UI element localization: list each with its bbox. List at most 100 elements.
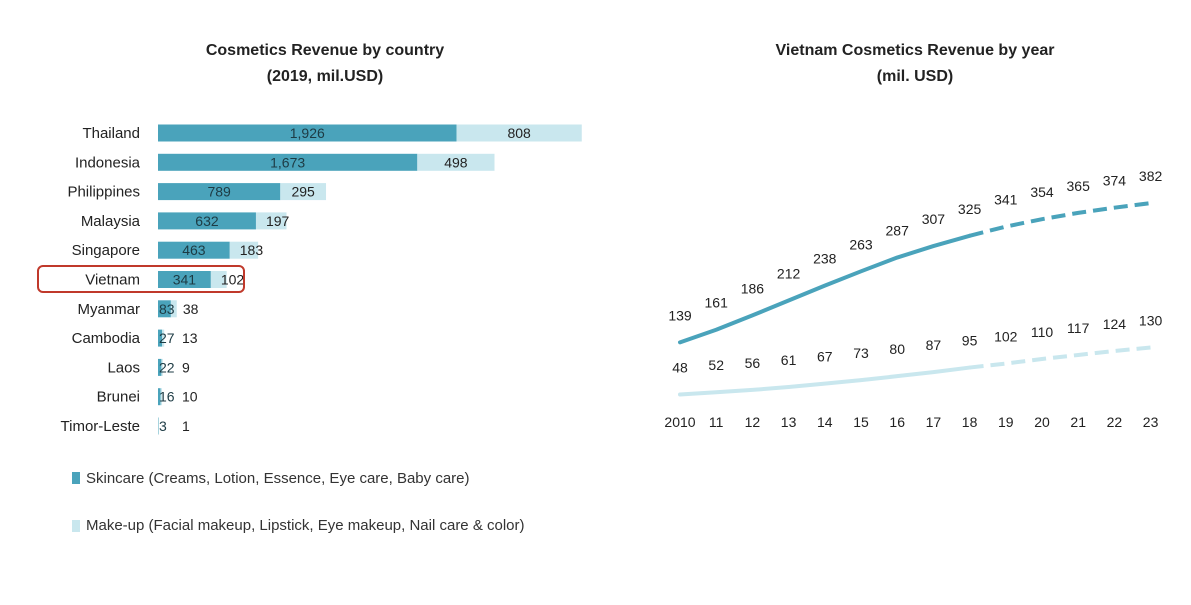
left-chart-title-line1: Cosmetics Revenue by country: [205, 42, 445, 59]
bar-makeup-brunei: [160, 388, 163, 406]
x-tick-16: 16: [889, 414, 905, 430]
bar-skincare-brunei: [158, 388, 161, 406]
bar-skincare-indonesia: [158, 153, 418, 171]
bar-makeup-singapore: [229, 241, 259, 259]
bar-makeup-laos: [161, 358, 163, 376]
value-skincare-vietnam: 341: [173, 272, 197, 288]
legend-skincare: Skincare (Creams, Lotion, Essence, Eye c…: [72, 468, 470, 490]
data-label-skincare-2010: 139: [668, 307, 692, 323]
line-makeup-actual: [678, 365, 972, 397]
left-chart-title: Cosmetics Revenue by country (2019, mil.…: [140, 38, 510, 90]
country-label-indonesia: Indonesia: [75, 154, 141, 171]
bar-skincare-philippines: [158, 183, 281, 201]
value-skincare-philippines: 789: [207, 184, 231, 200]
left-chart-title-line2: (2019, mil.USD): [266, 68, 384, 85]
data-label-skincare-11: 161: [705, 295, 729, 311]
value-makeup-myanmar: 38: [183, 301, 199, 317]
vietnam-highlight-box: [37, 265, 245, 293]
x-tick-19: 19: [998, 414, 1014, 430]
data-label-makeup-23: 130: [1139, 313, 1163, 329]
x-tick-17: 17: [926, 414, 942, 430]
data-label-makeup-12: 56: [745, 355, 761, 371]
x-tick-14: 14: [817, 414, 833, 430]
value-makeup-malaysia: 197: [266, 213, 290, 229]
bar-skincare-vietnam: [158, 271, 211, 288]
data-label-skincare-13: 212: [777, 266, 801, 282]
value-makeup-philippines: 295: [291, 184, 315, 200]
value-skincare-myanmar: 83: [159, 301, 175, 317]
country-label-thailand: Thailand: [82, 125, 140, 142]
country-label-philippines: Philippines: [67, 184, 140, 201]
x-tick-13: 13: [781, 414, 797, 430]
data-label-makeup-16: 80: [889, 341, 905, 357]
value-makeup-laos: 9: [182, 359, 190, 375]
value-skincare-indonesia: 1,673: [270, 154, 305, 170]
value-makeup-thailand: 808: [507, 125, 531, 141]
data-label-makeup-18: 95: [962, 333, 978, 349]
value-skincare-cambodia: 27: [159, 330, 175, 346]
bar-makeup-myanmar: [170, 300, 177, 318]
data-label-makeup-21: 117: [1067, 320, 1090, 336]
data-label-skincare-12: 186: [741, 280, 765, 296]
country-label-myanmar: Myanmar: [77, 301, 140, 318]
right-chart-title-line1: Vietnam Cosmetics Revenue by year: [775, 42, 1055, 59]
bar-skincare-thailand: [158, 124, 457, 142]
value-makeup-timor-leste: 1: [182, 418, 190, 434]
data-label-makeup-13: 61: [781, 352, 797, 368]
data-label-makeup-20: 110: [1031, 324, 1054, 340]
value-skincare-singapore: 463: [182, 242, 206, 258]
country-label-malaysia: Malaysia: [81, 213, 141, 230]
bar-makeup-cambodia: [162, 329, 165, 347]
data-label-makeup-14: 67: [817, 349, 833, 365]
line-skincare-actual: [678, 233, 972, 345]
bar-skincare-malaysia: [158, 212, 256, 230]
bar-makeup-vietnam: [210, 271, 227, 288]
value-makeup-singapore: 183: [240, 242, 264, 258]
country-label-laos: Laos: [107, 359, 140, 376]
data-label-skincare-23: 382: [1139, 168, 1163, 184]
bar-makeup-thailand: [456, 124, 582, 142]
country-label-cambodia: Cambodia: [72, 330, 141, 347]
bar-makeup-philippines: [280, 183, 327, 201]
value-skincare-laos: 22: [159, 359, 175, 375]
legend-makeup: Make-up (Facial makeup, Lipstick, Eye ma…: [72, 515, 552, 537]
value-skincare-malaysia: 632: [195, 213, 219, 229]
x-tick-22: 22: [1107, 414, 1123, 430]
data-label-makeup-11: 52: [708, 357, 724, 373]
country-label-vietnam: Vietnam: [85, 272, 140, 289]
bar-skincare-singapore: [158, 241, 230, 259]
bar-makeup-malaysia: [255, 212, 287, 230]
data-label-skincare-21: 365: [1067, 178, 1091, 194]
data-label-makeup-22: 124: [1103, 316, 1127, 332]
country-label-brunei: Brunei: [97, 389, 140, 406]
bar-skincare-laos: [158, 358, 162, 376]
data-label-skincare-22: 374: [1103, 173, 1127, 189]
value-makeup-vietnam: 102: [221, 272, 245, 288]
data-label-makeup-17: 87: [926, 337, 942, 353]
line-makeup-forecast: [969, 345, 1151, 370]
x-tick-2010: 2010: [664, 414, 695, 430]
x-tick-12: 12: [745, 414, 761, 430]
legend-makeup-swatch: [72, 520, 80, 532]
x-tick-20: 20: [1034, 414, 1050, 430]
x-tick-23: 23: [1143, 414, 1159, 430]
value-makeup-indonesia: 498: [444, 154, 468, 170]
bar-skincare-myanmar: [158, 300, 171, 318]
data-label-skincare-16: 287: [886, 223, 910, 239]
data-label-makeup-2010: 48: [672, 359, 688, 375]
data-label-skincare-14: 238: [813, 251, 837, 267]
value-skincare-thailand: 1,926: [290, 125, 325, 141]
right-chart-title-line2: (mil. USD): [876, 68, 954, 85]
data-label-makeup-15: 73: [853, 345, 869, 361]
legend-skincare-label: Skincare (Creams, Lotion, Essence, Eye c…: [86, 470, 470, 487]
x-tick-15: 15: [853, 414, 869, 430]
legend-makeup-label: Make-up (Facial makeup, Lipstick, Eye ma…: [86, 517, 525, 534]
value-skincare-brunei: 16: [159, 389, 175, 405]
legend-skincare-swatch: [72, 472, 80, 484]
country-label-timor-leste: Timor-Leste: [61, 418, 140, 435]
data-label-skincare-17: 307: [922, 211, 946, 227]
x-tick-18: 18: [962, 414, 978, 430]
country-label-singapore: Singapore: [72, 242, 140, 259]
bar-makeup-indonesia: [417, 153, 495, 171]
